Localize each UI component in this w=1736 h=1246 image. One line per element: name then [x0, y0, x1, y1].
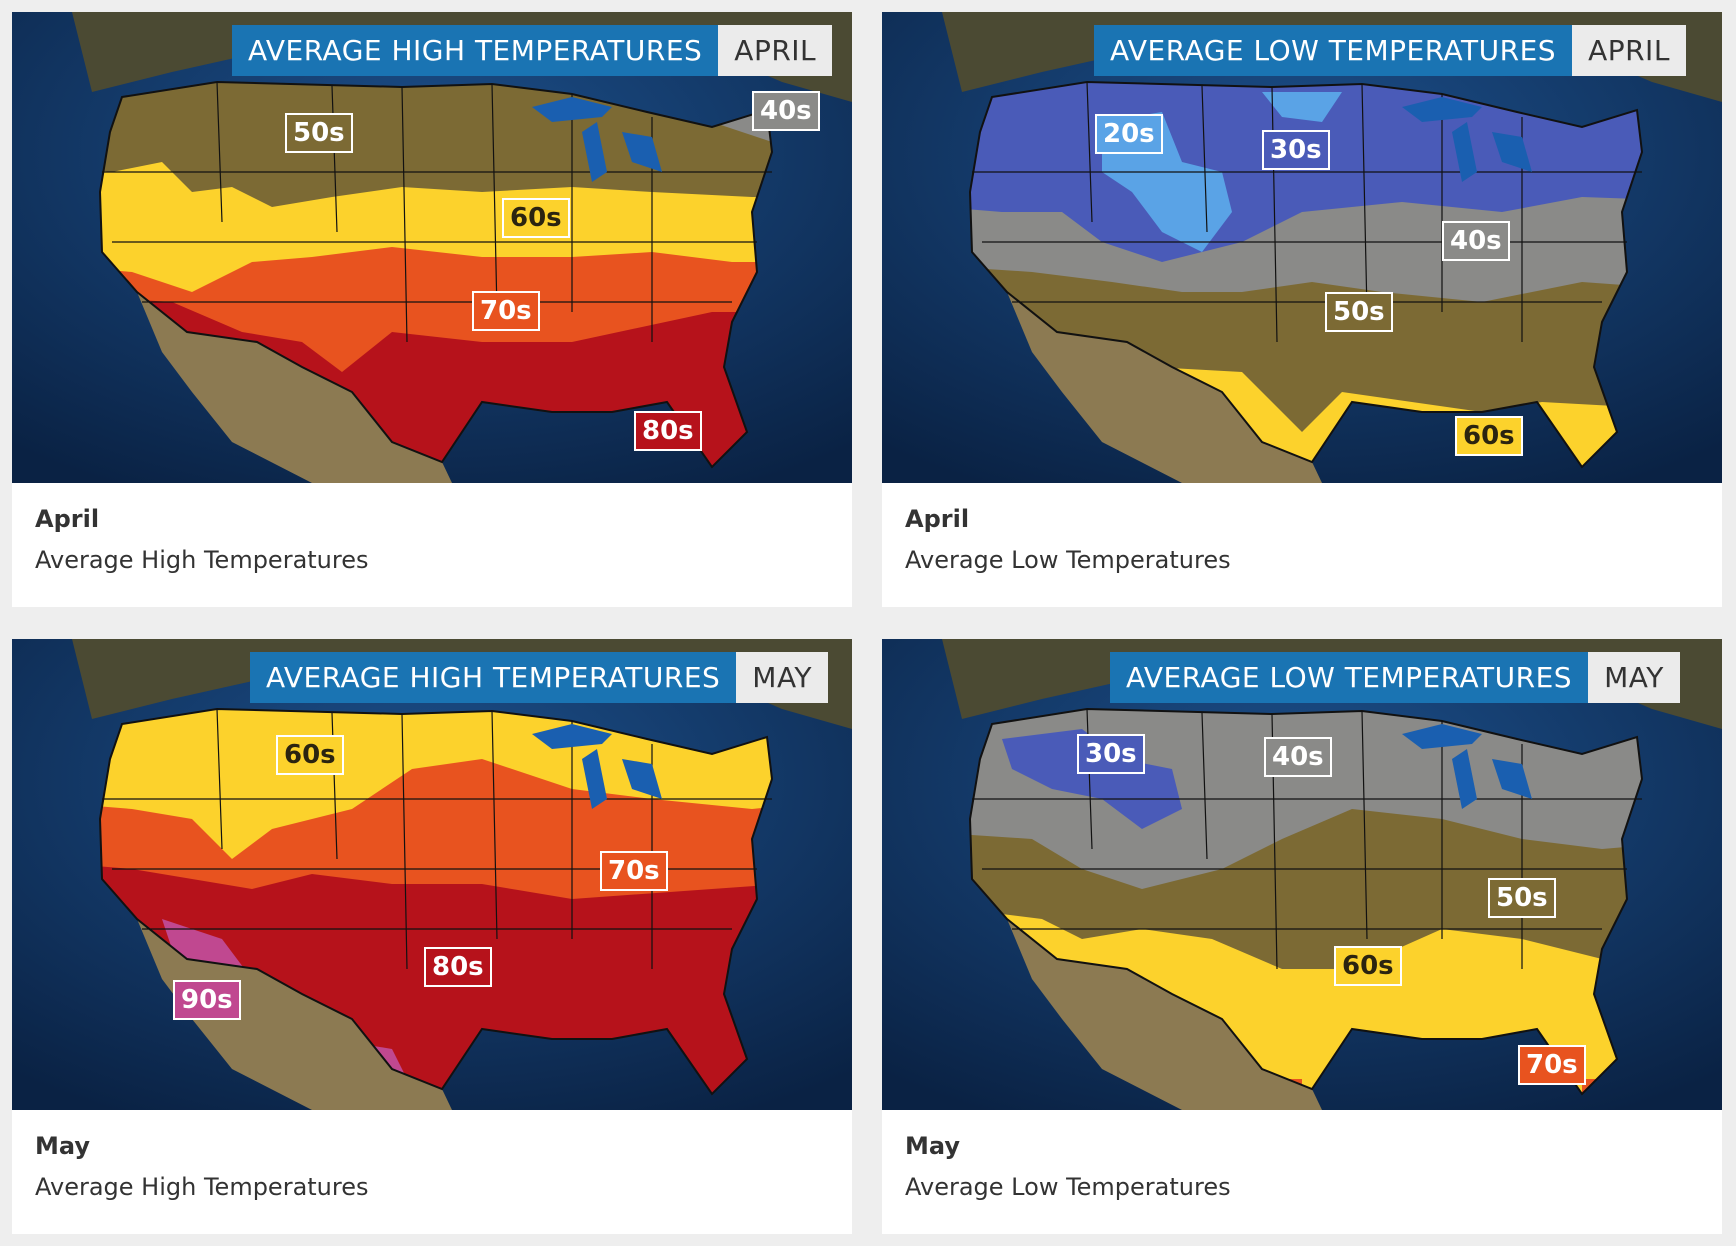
band-label-60s: 60s — [1334, 946, 1402, 986]
map-graphic — [12, 12, 852, 483]
gallery-card-april-low[interactable]: AVERAGE LOW TEMPERATURES APRIL 20s 30s 4… — [882, 12, 1722, 607]
map-month-tag: APRIL — [718, 25, 833, 76]
map-title-bar: AVERAGE HIGH TEMPERATURES APRIL — [232, 25, 833, 76]
map-title-bar: AVERAGE LOW TEMPERATURES MAY — [1110, 652, 1680, 703]
state-borders — [972, 81, 1642, 343]
map-graphic — [882, 12, 1722, 483]
temperature-map[interactable]: AVERAGE HIGH TEMPERATURES MAY 60s 70s 80… — [12, 639, 852, 1110]
mexico-land — [137, 292, 452, 483]
band-label-60s: 60s — [502, 198, 570, 238]
map-graphic — [12, 639, 852, 1110]
map-month-tag: MAY — [1588, 652, 1680, 703]
band-70s — [1282, 1079, 1622, 1094]
great-lakes — [1402, 724, 1532, 809]
map-graphic — [882, 639, 1722, 1110]
mexico-land — [1007, 919, 1322, 1110]
map-title-bar: AVERAGE HIGH TEMPERATURES MAY — [250, 652, 829, 703]
gallery-card-april-high[interactable]: AVERAGE HIGH TEMPERATURES APRIL 50s 40s … — [12, 12, 852, 607]
band-label-80s: 80s — [634, 411, 702, 451]
caption-text: Average Low Temperatures — [905, 1173, 1231, 1201]
state-borders — [972, 708, 1642, 970]
band-label-90s: 90s — [173, 980, 241, 1020]
map-month-tag: APRIL — [1572, 25, 1686, 76]
great-lakes — [532, 97, 662, 182]
state-borders — [102, 81, 772, 343]
caption-month: April — [905, 505, 970, 533]
great-lakes — [1402, 97, 1532, 182]
temperature-map[interactable]: AVERAGE LOW TEMPERATURES MAY 30s 40s 50s… — [882, 639, 1722, 1110]
band-label-50s: 50s — [1488, 878, 1556, 918]
map-title: AVERAGE LOW TEMPERATURES — [1110, 652, 1589, 703]
temperature-map[interactable]: AVERAGE LOW TEMPERATURES APRIL 20s 30s 4… — [882, 12, 1722, 483]
map-title: AVERAGE HIGH TEMPERATURES — [250, 652, 737, 703]
band-label-70s: 70s — [1518, 1045, 1586, 1085]
caption-text: Average High Temperatures — [35, 1173, 369, 1201]
caption-month: May — [905, 1132, 960, 1160]
map-title: AVERAGE HIGH TEMPERATURES — [232, 25, 719, 76]
band-label-70s: 70s — [600, 851, 668, 891]
band-label-60s: 60s — [1455, 416, 1523, 456]
caption-text: Average High Temperatures — [35, 546, 369, 574]
map-title-bar: AVERAGE LOW TEMPERATURES APRIL — [1094, 25, 1686, 76]
card-caption: May Average Low Temperatures — [882, 1110, 1722, 1201]
caption-month: April — [35, 505, 100, 533]
band-label-30s: 30s — [1262, 130, 1330, 170]
band-label-20s: 20s — [1095, 114, 1163, 154]
gallery-card-may-low[interactable]: AVERAGE LOW TEMPERATURES MAY 30s 40s 50s… — [882, 639, 1722, 1234]
band-label-40s: 40s — [1264, 737, 1332, 777]
map-title: AVERAGE LOW TEMPERATURES — [1094, 25, 1573, 76]
band-30s — [1002, 729, 1182, 829]
gallery-card-may-high[interactable]: AVERAGE HIGH TEMPERATURES MAY 60s 70s 80… — [12, 639, 852, 1234]
band-label-70s: 70s — [472, 291, 540, 331]
card-caption: May Average High Temperatures — [12, 1110, 852, 1201]
band-label-50s: 50s — [285, 113, 353, 153]
band-label-80s: 80s — [424, 947, 492, 987]
band-label-60s: 60s — [276, 735, 344, 775]
caption-text: Average Low Temperatures — [905, 546, 1231, 574]
band-label-40s: 40s — [1442, 221, 1510, 261]
card-caption: April Average High Temperatures — [12, 483, 852, 574]
band-label-30s: 30s — [1077, 734, 1145, 774]
temperature-map[interactable]: AVERAGE HIGH TEMPERATURES APRIL 50s 40s … — [12, 12, 852, 483]
band-60s — [100, 709, 772, 859]
band-label-50s: 50s — [1325, 292, 1393, 332]
us-outline — [98, 707, 774, 1096]
card-caption: April Average Low Temperatures — [882, 483, 1722, 574]
great-lakes — [532, 724, 662, 809]
caption-month: May — [35, 1132, 90, 1160]
mexico-land — [1007, 292, 1322, 483]
band-label-40s: 40s — [752, 91, 820, 131]
map-gallery: AVERAGE HIGH TEMPERATURES APRIL 50s 40s … — [12, 12, 1722, 1234]
us-outline — [968, 80, 1644, 469]
map-month-tag: MAY — [736, 652, 829, 703]
mexico-land — [137, 919, 452, 1110]
